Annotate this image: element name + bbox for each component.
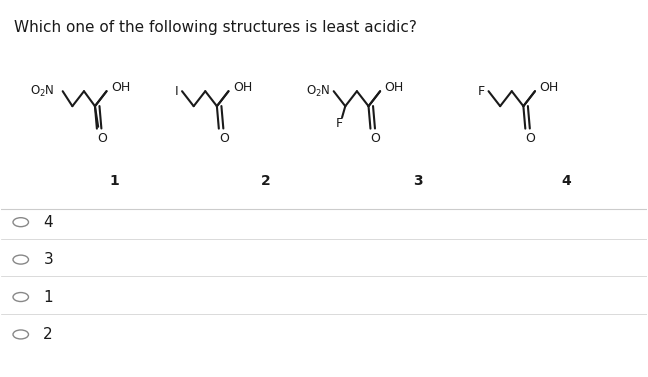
Text: 3: 3 (43, 252, 53, 267)
Text: O$_2$N: O$_2$N (30, 84, 55, 99)
Text: O: O (371, 132, 380, 146)
Text: F: F (335, 116, 342, 130)
Text: O: O (526, 132, 535, 146)
Text: 1: 1 (43, 290, 53, 305)
Text: OH: OH (233, 81, 252, 94)
Text: OH: OH (111, 81, 130, 94)
Text: 2: 2 (43, 327, 53, 342)
Text: O: O (97, 132, 107, 146)
Text: 1: 1 (110, 174, 119, 188)
Text: O: O (219, 132, 229, 146)
Text: 3: 3 (413, 174, 422, 188)
Text: 4: 4 (561, 174, 571, 188)
Text: OH: OH (385, 81, 404, 94)
Text: OH: OH (540, 81, 559, 94)
Text: 2: 2 (261, 174, 271, 188)
Text: I: I (175, 85, 179, 98)
Text: O$_2$N: O$_2$N (306, 84, 330, 99)
Text: F: F (478, 85, 485, 98)
Text: 4: 4 (43, 215, 53, 230)
Text: Which one of the following structures is least acidic?: Which one of the following structures is… (14, 20, 417, 35)
